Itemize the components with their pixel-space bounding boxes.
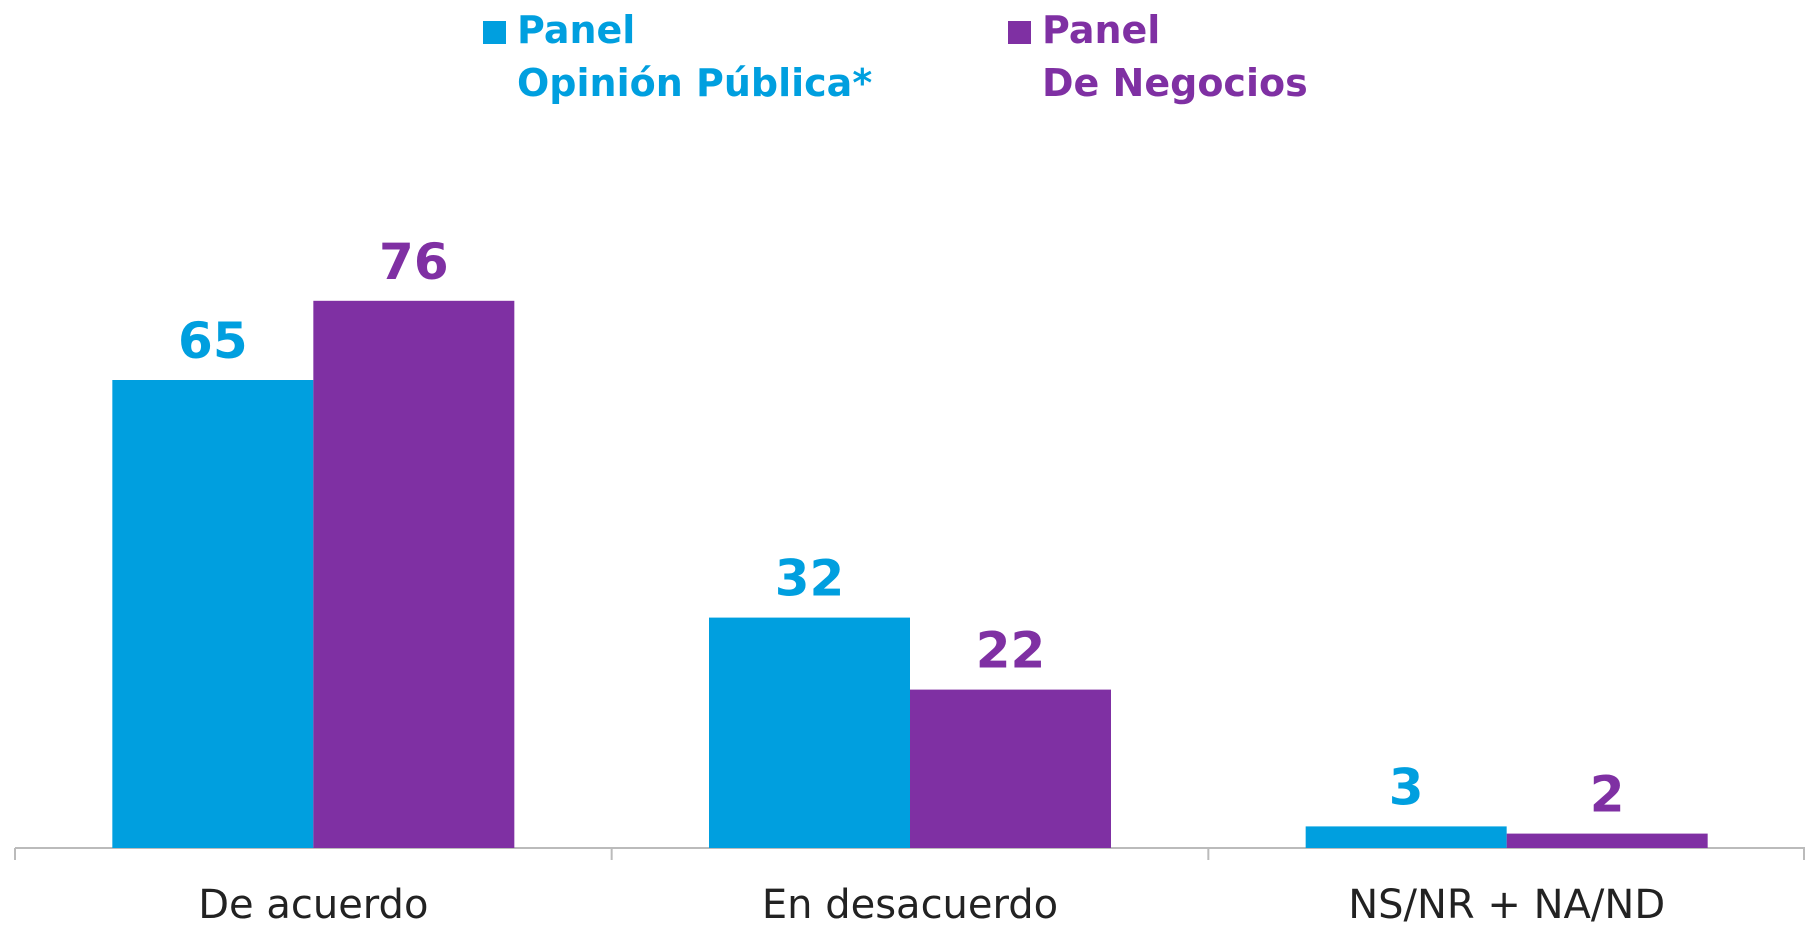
data-label: 76 bbox=[379, 233, 449, 291]
bar bbox=[709, 617, 910, 848]
x-tick-label: De acuerdo bbox=[198, 882, 428, 928]
x-tick-label: NS/NR + NA/ND bbox=[1348, 882, 1665, 928]
legend-label: Panel Opinión Pública* bbox=[517, 8, 873, 105]
data-label: 2 bbox=[1590, 766, 1625, 824]
legend-label: Panel De Negocios bbox=[1042, 8, 1308, 105]
bar bbox=[112, 380, 314, 848]
legend-swatch bbox=[483, 21, 506, 44]
legend-swatch bbox=[1008, 21, 1031, 44]
data-label: 32 bbox=[775, 550, 845, 608]
bar bbox=[313, 300, 515, 848]
bar bbox=[910, 689, 1111, 848]
x-tick-label: En desacuerdo bbox=[762, 882, 1058, 928]
data-label: 65 bbox=[178, 312, 248, 370]
data-label: 3 bbox=[1389, 758, 1424, 816]
bar bbox=[1305, 826, 1507, 848]
bar bbox=[1506, 833, 1708, 848]
data-label: 22 bbox=[976, 622, 1046, 680]
